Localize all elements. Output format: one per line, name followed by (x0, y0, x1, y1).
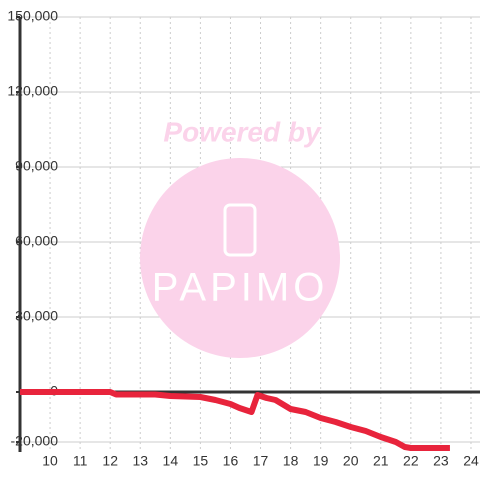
y-tick-label: 90,000 (15, 158, 58, 174)
y-tick-label: 150,000 (7, 8, 58, 24)
x-tick-label: 17 (253, 453, 269, 469)
x-tick-label: 15 (193, 453, 209, 469)
x-tick-label: 16 (223, 453, 239, 469)
x-tick-label: 19 (313, 453, 329, 469)
x-tick-label: 14 (163, 453, 179, 469)
x-tick-label: 11 (73, 453, 88, 469)
x-tick-label: 10 (42, 453, 58, 469)
x-tick-label: 23 (433, 453, 449, 469)
x-tick-label: 20 (343, 453, 359, 469)
watermark-icon (223, 203, 257, 257)
watermark-circle (140, 158, 340, 358)
y-tick-label: 30,000 (15, 308, 58, 324)
y-tick-label: -20,000 (11, 433, 59, 449)
y-tick-label: 120,000 (7, 83, 58, 99)
x-tick-label: 18 (283, 453, 299, 469)
x-tick-label: 12 (102, 453, 118, 469)
x-tick-label: 22 (403, 453, 419, 469)
watermark-text: Powered by (163, 116, 322, 147)
x-tick-label: 21 (373, 453, 389, 469)
watermark-logo: PAPIMO (152, 266, 329, 310)
x-tick-label: 24 (463, 453, 479, 469)
y-tick-label: 60,000 (15, 233, 58, 249)
data-line (20, 389, 450, 451)
x-tick-label: 13 (132, 453, 148, 469)
